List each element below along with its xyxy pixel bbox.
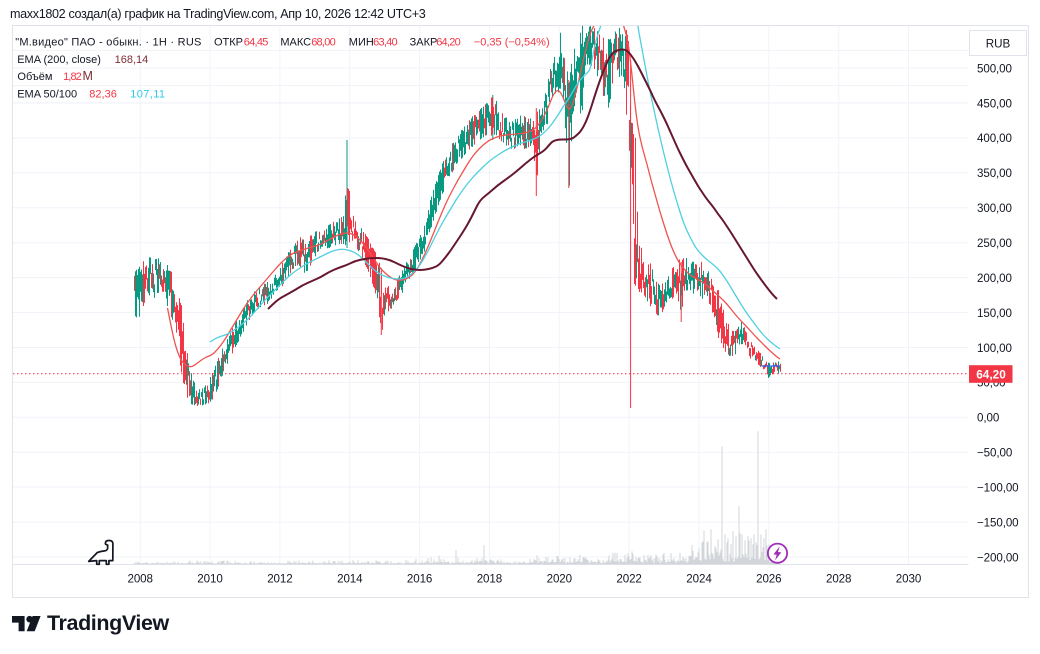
svg-text:−50,00: −50,00 xyxy=(977,447,1012,460)
svg-text:2028: 2028 xyxy=(826,573,851,586)
svg-text:350,00: 350,00 xyxy=(977,167,1012,180)
svg-text:64,20: 64,20 xyxy=(976,367,1006,381)
svg-text:"М.видео" ПАО - обыкн. · 1Н ·: "М.видео" ПАО - обыкн. · 1Н · RUS xyxy=(15,36,201,48)
svg-text:250,00: 250,00 xyxy=(977,237,1012,250)
svg-text:2016: 2016 xyxy=(407,573,432,586)
svg-text:−150,00: −150,00 xyxy=(977,516,1019,529)
svg-text:−100,00: −100,00 xyxy=(977,481,1019,494)
svg-text:2014: 2014 xyxy=(337,573,363,586)
svg-text:100,00: 100,00 xyxy=(977,342,1012,355)
svg-text:150,00: 150,00 xyxy=(977,307,1012,320)
svg-text:maxx1802 создал(а) график на T: maxx1802 создал(а) график на TradingView… xyxy=(10,7,426,21)
svg-text:2010: 2010 xyxy=(197,573,222,586)
svg-text:2024: 2024 xyxy=(686,573,712,586)
svg-text:400,00: 400,00 xyxy=(977,132,1012,145)
svg-text:450,00: 450,00 xyxy=(977,97,1012,110)
svg-text:300,00: 300,00 xyxy=(977,202,1012,215)
svg-text:TradingView: TradingView xyxy=(47,611,170,635)
svg-text:EMA (200, close)168,14: EMA (200, close) 168,14 xyxy=(17,54,148,66)
svg-text:500,00: 500,00 xyxy=(977,62,1012,75)
svg-text:2030: 2030 xyxy=(896,573,921,586)
svg-text:2026: 2026 xyxy=(756,573,781,586)
svg-text:200,00: 200,00 xyxy=(977,272,1012,285)
svg-text:0,00: 0,00 xyxy=(977,412,999,425)
svg-text:2012: 2012 xyxy=(267,573,292,586)
svg-text:2018: 2018 xyxy=(477,573,502,586)
svg-text:−200,00: −200,00 xyxy=(977,551,1019,564)
svg-text:RUB: RUB xyxy=(986,37,1011,50)
svg-text:2022: 2022 xyxy=(616,573,641,586)
svg-text:2008: 2008 xyxy=(127,573,152,586)
svg-text:2020: 2020 xyxy=(547,573,572,586)
